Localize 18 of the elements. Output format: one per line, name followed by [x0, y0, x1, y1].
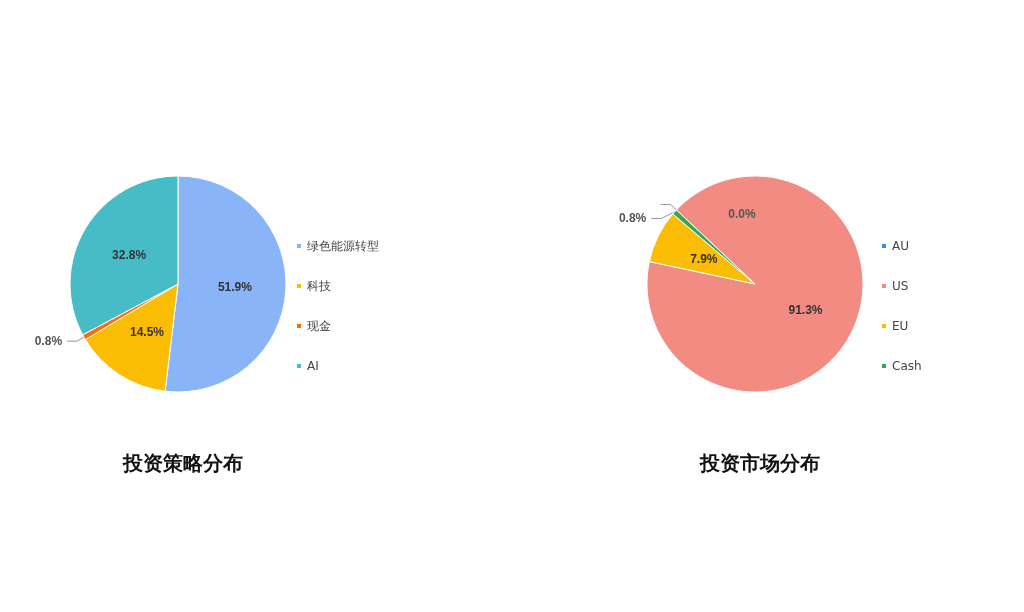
data-label: 14.5%	[129, 324, 165, 339]
data-label: 7.9%	[690, 251, 718, 266]
text: 投资策略分布	[122, 451, 243, 475]
data-label: 0.8%	[34, 334, 63, 349]
data-label: 91.3%	[788, 303, 823, 318]
legend-label: 绿色能源转型	[307, 239, 379, 253]
legend-label: US	[892, 279, 909, 293]
text: 0.0%	[728, 207, 756, 222]
legend-label: Cash	[892, 359, 922, 373]
legend-label: 现金	[307, 319, 331, 333]
legend-label: AU	[892, 239, 909, 253]
legend-label: 科技	[307, 279, 331, 293]
text: 投资市场分布	[699, 451, 820, 475]
data-label: 0.8%	[618, 211, 647, 226]
legend-label: AI	[307, 359, 319, 373]
data-label: 32.8%	[112, 247, 147, 262]
data-label: 51.9%	[217, 280, 253, 295]
legend-label: EU	[892, 319, 909, 333]
